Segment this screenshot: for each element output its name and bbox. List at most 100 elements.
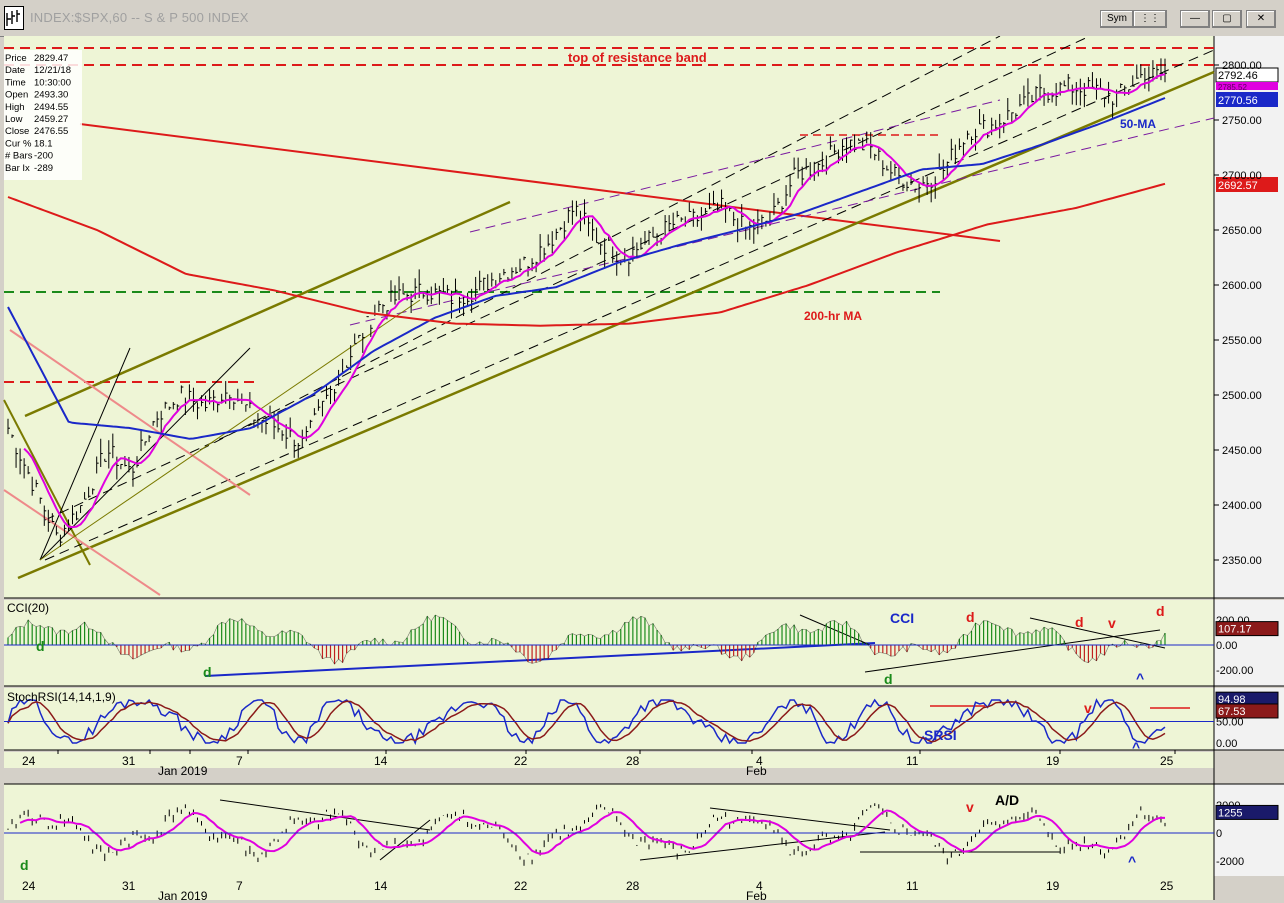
srsi-tick-label: 50.00	[1216, 717, 1244, 729]
date-label: 7	[236, 879, 243, 893]
cci-outline	[7, 614, 1166, 665]
signal-marker: v	[1108, 615, 1116, 631]
price-plot	[7, 58, 1167, 547]
info-label: Date	[5, 65, 25, 76]
resistance-annotation: top of resistance band	[568, 50, 707, 65]
date-label: 11	[906, 754, 919, 768]
date-label: 11	[906, 879, 919, 893]
ad-uptrend	[639, 831, 886, 861]
ma50-price-label: 2770.56	[1218, 95, 1258, 107]
sym-button[interactable]: Sym	[1100, 10, 1134, 28]
info-value: -289	[34, 163, 53, 174]
srsi-panel-title: StochRSI(14,14,1,9)	[7, 690, 116, 704]
signal-marker: d	[884, 671, 893, 687]
info-value: 12/21/18	[34, 65, 71, 76]
chart-area: top of resistance band 50-MA 200-hr MA P…	[3, 36, 1284, 903]
price-tick-label: 2600.00	[1222, 280, 1262, 292]
info-value: 2829.47	[34, 53, 68, 64]
ad-downtrend-early	[219, 799, 431, 831]
info-value: 2459.27	[34, 114, 68, 125]
date-label: 14	[374, 754, 388, 768]
date-label: 28	[626, 754, 640, 768]
last-price-label: 2792.46	[1218, 70, 1258, 82]
ma50-price-tag	[1216, 92, 1278, 107]
info-label: Low	[5, 114, 23, 125]
date-label: Feb	[746, 764, 767, 778]
signal-marker: ^	[1136, 670, 1144, 686]
srsi-d-last-label: 67.53	[1218, 706, 1246, 718]
ad-annotation: A/D	[995, 792, 1019, 808]
cci-last-tag	[1215, 621, 1279, 637]
channel-lower-line	[17, 70, 1215, 580]
info-value: 10:30:00	[34, 77, 71, 88]
info-panel-bg	[4, 50, 82, 180]
axes: 2350.002400.002450.002500.002550.002600.…	[4, 60, 1279, 903]
ma50-line	[7, 97, 1166, 440]
signal-marker: v	[1084, 700, 1092, 716]
minimize-button[interactable]: —	[1180, 10, 1210, 28]
info-value: 2494.55	[34, 102, 68, 113]
info-label: Bar Ix	[5, 163, 30, 174]
signal-marker: d	[20, 857, 29, 873]
signal-marker: d	[203, 664, 212, 680]
info-panel: Price 2829.47 Date 12/21/18 Time 10:30:00 Open…	[4, 50, 82, 180]
date-label: Feb	[746, 889, 767, 903]
ad-tick-label: -2000	[1216, 856, 1244, 868]
info-value: 2493.30	[34, 90, 68, 101]
red-downtrend-line	[79, 123, 1001, 242]
date-label: 22	[514, 754, 528, 768]
sym-search-icon[interactable]: ⋮⋮	[1133, 10, 1167, 28]
ma200-line	[7, 182, 1166, 327]
date-label: 31	[122, 879, 136, 893]
date-label: 7	[236, 754, 243, 768]
signal-marker: d	[1075, 614, 1084, 630]
dashed-channel-a	[44, 49, 1215, 561]
fan-line-b	[39, 347, 251, 561]
srsi-d-line	[7, 700, 1166, 743]
restore-button[interactable]: ▢	[1212, 10, 1242, 28]
ma200-price-tag	[1216, 177, 1278, 192]
info-label: Close	[5, 126, 29, 137]
info-label: # Bars	[5, 151, 33, 162]
date-label: 24	[22, 879, 36, 893]
purple-dashed-line-2	[469, 99, 1001, 233]
price-tick-label: 2400.00	[1222, 500, 1262, 512]
date-strip-1	[4, 752, 1214, 768]
signal-marker: ^	[1132, 739, 1140, 755]
signal-marker: ^	[1128, 853, 1136, 869]
cci-last-label: 107.17	[1218, 624, 1252, 636]
app-icon	[4, 6, 24, 30]
srsi-annotation: SRSI	[924, 727, 957, 743]
ad-axis-bg	[1214, 784, 1284, 876]
srsi-d-last-tag	[1215, 703, 1279, 719]
ad-last-label: 1255	[1218, 807, 1242, 819]
srsi-k-line	[7, 698, 1166, 746]
title-bar[interactable]: INDEX:$SPX,60 -- S & P 500 INDEX Sym ⋮⋮ …	[0, 0, 1284, 37]
info-label: Cur %	[5, 138, 32, 149]
date-label: 24	[22, 754, 36, 768]
fan-line-a	[39, 347, 131, 561]
signal-marker: v	[966, 799, 974, 815]
price-tick-label: 2550.00	[1222, 335, 1262, 347]
info-value: 2476.55	[34, 126, 68, 137]
close-button[interactable]: ✕	[1246, 10, 1276, 28]
srsi-plot	[7, 698, 1190, 746]
cci-plot	[7, 614, 1166, 677]
date-label: 25	[1160, 754, 1174, 768]
channel-upper-line	[24, 200, 511, 418]
hidden-price-label: 2785.52	[1218, 83, 1247, 92]
date-label: 22	[514, 879, 528, 893]
markers: d d d d d v d ^ v ^ d v ^	[20, 603, 1165, 873]
price-tick-label: 2650.00	[1222, 225, 1262, 237]
cci-axis-bg	[1214, 600, 1284, 686]
ad-ma-line	[19, 809, 1166, 855]
cci-panel-title: CCI(20)	[7, 601, 49, 615]
ad-uptrend-early	[379, 819, 431, 861]
cci-annotation: CCI	[890, 610, 914, 626]
info-value: -200	[34, 151, 53, 162]
panel-titles: CCI(20) StochRSI(14,14,1,9)	[7, 601, 116, 704]
ma200-annotation: 200-hr MA	[804, 309, 862, 323]
price-tick-label: 2750.00	[1222, 115, 1262, 127]
ma200-price-label: 2692.57	[1218, 180, 1258, 192]
